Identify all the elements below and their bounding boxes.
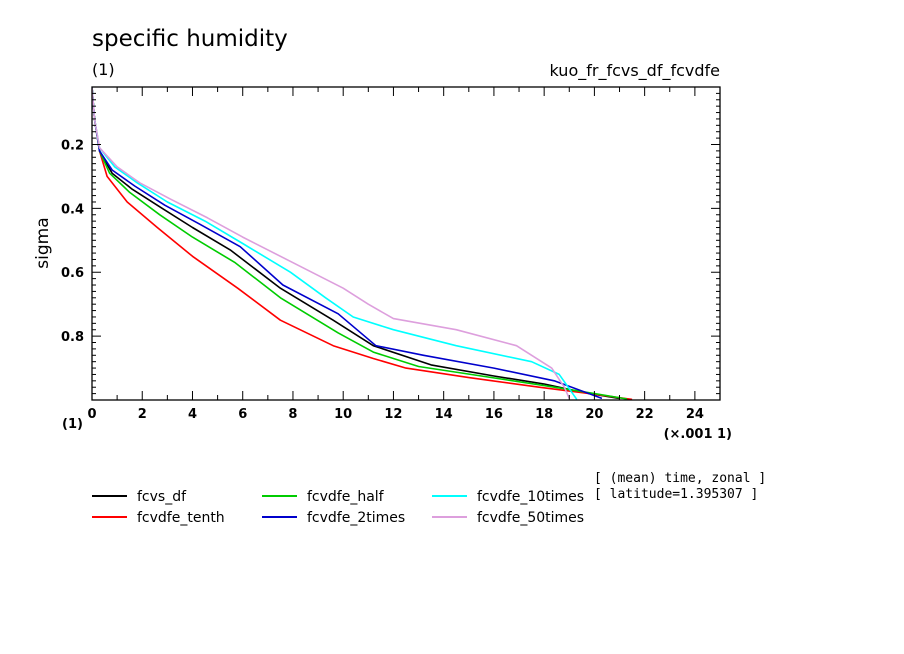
plot-frame [91, 86, 721, 401]
info-line-2: [ latitude=1.395307 ] [594, 487, 758, 502]
legend: fcvs_df fcvdfe_tenth fcvdfe_half fcvdfe_2ti… [92, 489, 584, 526]
x-tick-label: 14 [435, 407, 453, 422]
legend-label-fcvs_df: fcvs_df [137, 489, 187, 505]
series-line-fcvdfe_tenth [92, 87, 633, 400]
series-line-fcvdfe_half [92, 87, 628, 400]
x-tick-label: 0 [87, 407, 96, 422]
experiment-label: kuo_fr_fcvs_df_fcvdfe [550, 61, 720, 81]
x-tick-label: 24 [686, 407, 704, 422]
y-tick-label: 0.8 [61, 330, 84, 345]
y-units-label: (1) [62, 417, 83, 432]
legend-label-fcvdfe_half: fcvdfe_half [307, 489, 385, 505]
y-tick-label: 0.4 [61, 202, 84, 217]
x-tick-label: 16 [485, 407, 503, 422]
x-tick-label: 18 [535, 407, 553, 422]
chart-units: (1) [92, 60, 115, 79]
x-tick-label: 10 [334, 407, 352, 422]
series-line-fcvs_df [92, 87, 620, 400]
y-axis-label: sigma [33, 217, 53, 268]
y-tick-label: 0.6 [61, 266, 84, 281]
series-line-fcvdfe_2times [92, 87, 603, 400]
x-tick-label: 4 [188, 407, 197, 422]
legend-label-fcvdfe_2times: fcvdfe_2times [307, 510, 405, 526]
legend-label-fcvdfe_tenth: fcvdfe_tenth [137, 510, 225, 526]
series-line-fcvdfe_50times [92, 87, 571, 399]
x-tick-label: 8 [288, 407, 297, 422]
info-line-1: [ (mean) time, zonal ] [594, 471, 766, 486]
x-tick-label: 6 [238, 407, 247, 422]
legend-label-fcvdfe_10times: fcvdfe_10times [477, 489, 584, 505]
x-tick-label: 2 [138, 407, 147, 422]
chart-title: specific humidity [92, 26, 288, 52]
axes-layer: 0 2 4 6 8 10 12 14 16 18 20 22 240.20.40.60.8 [61, 86, 721, 422]
series-line-fcvdfe_10times [92, 87, 578, 400]
x-tick-label: 12 [384, 407, 402, 422]
x-units-label: (×.001 1) [664, 427, 732, 442]
x-tick-label: 20 [585, 407, 603, 422]
legend-label-fcvdfe_50times: fcvdfe_50times [477, 510, 584, 526]
y-tick-label: 0.2 [61, 138, 84, 153]
series-layer [92, 87, 633, 400]
x-tick-label: 22 [636, 407, 654, 422]
